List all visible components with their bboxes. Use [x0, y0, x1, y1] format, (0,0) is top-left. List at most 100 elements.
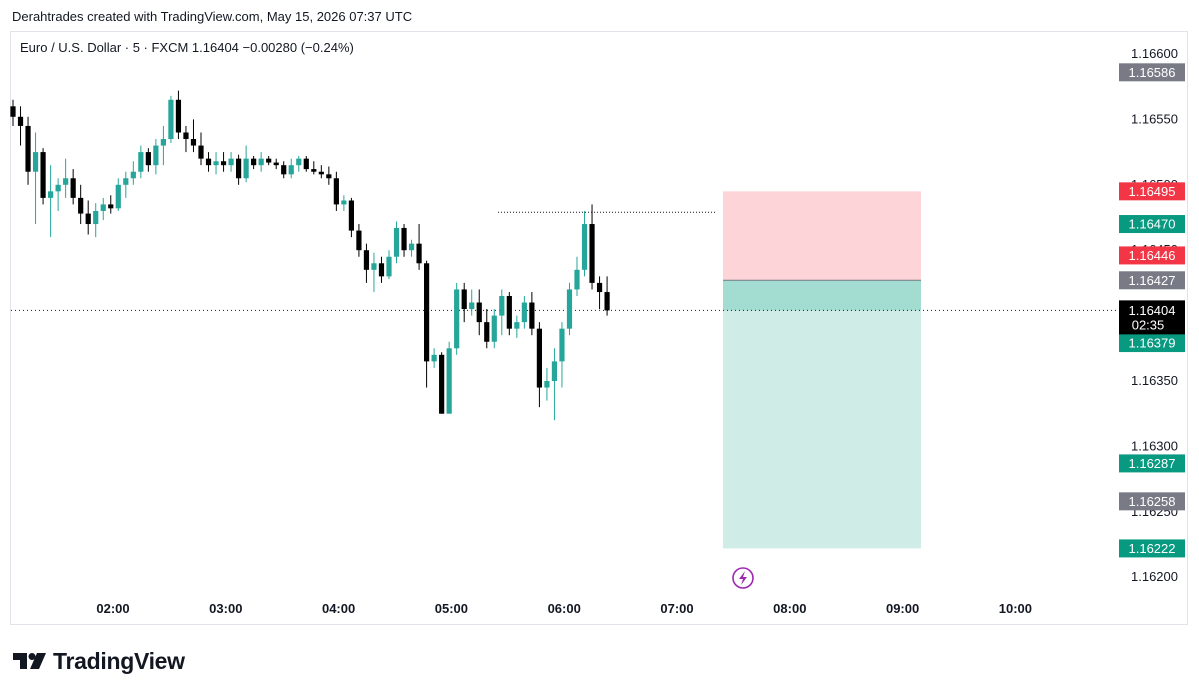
candle-body — [138, 152, 144, 172]
time-axis-label: 05:00 — [435, 601, 468, 616]
price-tag-box — [1119, 539, 1185, 558]
candle-body — [10, 106, 16, 117]
candle-body — [416, 243, 422, 264]
candle-body — [145, 152, 151, 166]
time-axis-label: 02:00 — [96, 601, 129, 616]
price-tag: 1.16379 — [1119, 334, 1185, 353]
candle-body — [236, 158, 242, 179]
brand-name: TradingView — [53, 647, 185, 674]
candle-body — [17, 116, 24, 126]
candle-body — [461, 289, 467, 310]
price-tag-label: 1.16586 — [1129, 65, 1176, 80]
candle-body — [153, 145, 159, 166]
symbol-info: Euro / U.S. Dollar · 5 · FXCM 1.16404 −0… — [20, 40, 354, 55]
candle-body — [604, 292, 610, 311]
stop-loss-zone — [723, 191, 921, 281]
candle-body — [326, 174, 332, 179]
candle-body — [115, 184, 121, 209]
candle-body — [220, 161, 227, 166]
price-tag: 1.16258 — [1119, 492, 1185, 511]
price-axis-label: 1.16600 — [1131, 46, 1178, 61]
candle-body — [78, 197, 84, 214]
countdown-label: 02:35 — [1132, 317, 1165, 332]
price-tag-box — [1119, 215, 1185, 234]
candle-body — [371, 263, 377, 270]
price-axis-label: 1.16350 — [1131, 373, 1178, 388]
candle-body — [63, 178, 69, 185]
candle-body — [288, 165, 294, 175]
candle-body — [589, 224, 595, 283]
candle-body — [566, 289, 573, 329]
open-profit-zone — [723, 280, 921, 311]
candle-body — [596, 282, 603, 293]
price-tag-label: 1.16222 — [1129, 541, 1176, 556]
price-tag: 1.16287 — [1119, 454, 1185, 473]
candle-body — [544, 381, 550, 388]
candle-body — [251, 158, 257, 166]
candle-body — [439, 354, 445, 414]
current-price-box — [1119, 300, 1185, 335]
time-axis-label: 09:00 — [886, 601, 919, 616]
candle-body — [123, 178, 129, 185]
candle-body — [303, 158, 309, 170]
candle-body — [431, 354, 437, 362]
lightning-icon[interactable] — [732, 567, 754, 589]
price-tag-box — [1119, 334, 1185, 353]
candle-body — [100, 204, 106, 211]
tradingview-logo-icon — [13, 653, 46, 669]
candle-body — [48, 191, 54, 198]
candle-body — [506, 295, 512, 329]
candle-body — [348, 200, 354, 231]
candle-body — [130, 171, 136, 179]
candle-body — [393, 227, 400, 257]
time-axis-label: 08:00 — [773, 601, 806, 616]
time-axis-label: 04:00 — [322, 601, 355, 616]
candle-body — [190, 139, 197, 146]
candle-body — [454, 289, 460, 349]
candle-body — [333, 178, 339, 205]
time-axis-label: 03:00 — [209, 601, 242, 616]
candle-body — [55, 184, 61, 192]
price-tag-box — [1119, 182, 1185, 201]
price-tag-label: 1.16427 — [1129, 273, 1176, 288]
tradingview-logo: TradingView — [13, 646, 185, 676]
price-tag: 1.16427 — [1119, 271, 1185, 290]
candle-body — [446, 348, 452, 414]
candle-body — [175, 99, 182, 133]
price-tag-box — [1119, 454, 1185, 473]
price-tag-label: 1.16495 — [1129, 184, 1176, 199]
candle-body — [499, 295, 505, 316]
time-axis-label: 10:00 — [999, 601, 1032, 616]
candle-body — [40, 152, 46, 198]
candle-body — [536, 328, 542, 388]
price-axis-label: 1.16550 — [1131, 111, 1178, 126]
candle-body — [424, 263, 430, 362]
candle-body — [363, 250, 370, 270]
price-axis-label: 1.16300 — [1131, 438, 1178, 453]
price-tag-label: 1.16446 — [1129, 248, 1176, 263]
candle-body — [551, 361, 558, 381]
candle-body — [70, 178, 76, 198]
candle-body — [183, 132, 189, 140]
price-tag-box — [1119, 63, 1185, 82]
take-profit-zone — [723, 280, 921, 549]
candle-body — [341, 200, 347, 205]
candle-body — [378, 263, 385, 277]
candle-body — [521, 302, 527, 323]
chart-caption: Derahtrades created with TradingView.com… — [12, 9, 413, 24]
price-tag-box — [1119, 246, 1185, 265]
candle-body — [514, 322, 520, 329]
candle-body — [581, 224, 588, 270]
candle-body — [228, 158, 234, 166]
candle-body — [108, 204, 114, 209]
candle-body — [281, 165, 287, 175]
price-tag-label: 1.16379 — [1129, 336, 1176, 351]
candle-body — [469, 302, 475, 310]
lightning-bolt — [739, 571, 747, 585]
candle-body — [160, 139, 166, 146]
candle-body — [484, 322, 490, 342]
candle-body — [311, 169, 317, 172]
candle-body — [296, 158, 302, 166]
